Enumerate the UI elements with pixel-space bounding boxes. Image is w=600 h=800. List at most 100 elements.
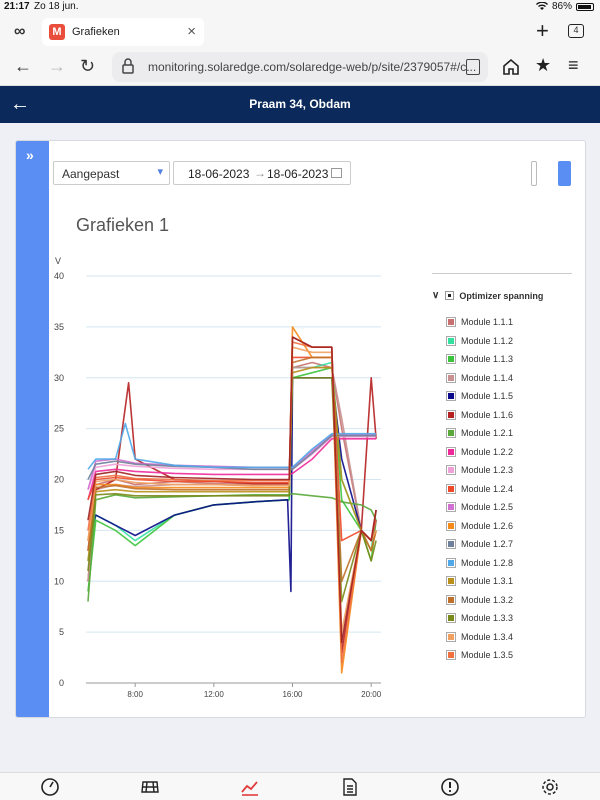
- legend-swatch: [446, 557, 456, 568]
- tab-count-button[interactable]: 4: [568, 24, 584, 38]
- date-from: 18-06-2023: [188, 167, 250, 181]
- legend-group[interactable]: ∨ Optimizer spanning: [432, 290, 543, 301]
- legend-swatch: [446, 576, 456, 587]
- legend-item[interactable]: Module 1.2.5: [446, 498, 513, 517]
- chevron-down-icon: ▾: [157, 166, 163, 178]
- menu-icon[interactable]: ≡: [568, 55, 579, 75]
- browser-tab-strip: ∞ M Grafieken × + 4: [0, 14, 600, 48]
- legend-item[interactable]: Module 1.2.2: [446, 443, 513, 462]
- legend-swatch: [446, 539, 456, 550]
- legend-item[interactable]: Module 1.1.3: [446, 350, 513, 369]
- dashboard-gauge-icon[interactable]: [40, 777, 60, 797]
- url-text: monitoring.solaredge.com/solaredge-web/p…: [148, 60, 477, 74]
- legend-item-label: Module 1.3.3: [461, 613, 514, 624]
- legend-item[interactable]: Module 1.1.1: [446, 313, 513, 332]
- chevron-down-icon[interactable]: ∨: [432, 290, 440, 301]
- legend-item[interactable]: Module 1.3.4: [446, 628, 513, 647]
- legend-swatch: [446, 594, 456, 605]
- legend-item[interactable]: Module 1.2.6: [446, 517, 513, 536]
- app-header: ← Praam 34, Obdam: [0, 86, 600, 123]
- expand-sidebar-icon[interactable]: »: [26, 147, 34, 163]
- legend-item[interactable]: Module 1.2.8: [446, 554, 513, 573]
- date-range-picker[interactable]: 18-06-2023 → 18-06-2023: [173, 161, 351, 185]
- legend-item[interactable]: Module 1.1.6: [446, 406, 513, 425]
- status-date: Zo 18 jun.: [34, 1, 79, 12]
- address-bar[interactable]: monitoring.solaredge.com/solaredge-web/p…: [112, 52, 488, 82]
- legend-item[interactable]: Module 1.1.4: [446, 369, 513, 388]
- legend-item[interactable]: Module 1.1.2: [446, 332, 513, 351]
- range-arrow: →: [254, 166, 266, 180]
- bookmark-star-icon[interactable]: ★: [535, 55, 552, 75]
- legend-item[interactable]: Module 1.3.6: [446, 665, 513, 669]
- legend-item-label: Module 1.2.7: [461, 539, 514, 550]
- sidebar: »: [16, 141, 49, 717]
- legend-swatch: [446, 502, 456, 513]
- legend-item-label: Module 1.3.4: [461, 631, 514, 642]
- report-document-icon[interactable]: [340, 777, 360, 797]
- series-line: [87, 377, 377, 593]
- back-arrow-icon[interactable]: ←: [10, 93, 30, 115]
- y-tick-label: 25: [54, 424, 64, 434]
- legend-item[interactable]: Module 1.3.3: [446, 609, 513, 628]
- legend-item[interactable]: Module 1.2.4: [446, 480, 513, 499]
- new-tab-icon[interactable]: +: [536, 18, 549, 43]
- series-line: [87, 341, 377, 664]
- legend-item[interactable]: Module 1.2.3: [446, 461, 513, 480]
- forward-icon[interactable]: →: [48, 56, 66, 76]
- legend-item-label: Module 1.1.1: [461, 317, 514, 328]
- view-toggle-on[interactable]: [558, 161, 571, 186]
- legend-item[interactable]: Module 1.3.5: [446, 646, 513, 665]
- home-icon[interactable]: [502, 58, 520, 76]
- close-tab-icon[interactable]: ×: [187, 23, 196, 40]
- site-title: Praam 34, Obdam: [249, 97, 351, 111]
- y-tick-label: 30: [54, 373, 64, 383]
- legend-item-label: Module 1.2.5: [461, 502, 514, 513]
- private-mode-icon[interactable]: ∞: [14, 23, 26, 40]
- charts-icon[interactable]: [240, 777, 260, 797]
- legend-swatch: [446, 446, 456, 457]
- x-tick-label: 16:00: [282, 690, 303, 699]
- reader-icon[interactable]: [466, 59, 480, 75]
- status-time: 21:17: [4, 1, 30, 12]
- battery-percent: 86%: [551, 1, 572, 12]
- period-select[interactable]: Aangepast ▾: [53, 161, 170, 185]
- series-line: [87, 492, 377, 602]
- legend-item-label: Module 1.2.3: [461, 465, 514, 476]
- legend-item-label: Module 1.1.5: [461, 391, 514, 402]
- legend-swatch: [446, 409, 456, 420]
- legend-item-label: Module 1.1.2: [461, 335, 514, 346]
- browser-nav-bar: ← → ↻ monitoring.solaredge.com/solaredge…: [0, 48, 600, 86]
- legend-group-checkbox[interactable]: [445, 291, 455, 300]
- legend-item-label: Module 1.1.4: [461, 372, 514, 383]
- y-tick-label: 10: [54, 576, 64, 586]
- legend-item-label: Module 1.3.5: [461, 650, 514, 661]
- settings-gear-icon[interactable]: [540, 777, 560, 797]
- y-tick-label: 5: [59, 627, 64, 637]
- legend-group-label: Optimizer spanning: [459, 290, 544, 301]
- alerts-icon[interactable]: [440, 777, 460, 797]
- wifi-icon: [535, 2, 548, 10]
- status-bar: 21:17 Zo 18 jun. 86%: [0, 0, 600, 14]
- chart-panel: » Aangepast ▾ 18-06-2023 → 18-06-2023 Gr…: [15, 140, 586, 718]
- browser-tab[interactable]: M Grafieken ×: [42, 18, 204, 46]
- date-to: 18-06-2023: [267, 167, 329, 181]
- legend-item[interactable]: Module 1.2.1: [446, 424, 513, 443]
- reload-icon[interactable]: ↻: [80, 56, 96, 76]
- legend-swatch: [446, 317, 456, 328]
- legend-item[interactable]: Module 1.2.7: [446, 535, 513, 554]
- back-icon[interactable]: ←: [14, 56, 32, 76]
- tab-title: Grafieken: [72, 26, 120, 38]
- view-toggle-off[interactable]: [531, 161, 537, 186]
- legend-item[interactable]: Module 1.3.1: [446, 572, 513, 591]
- legend-item-label: Module 1.1.3: [461, 354, 514, 365]
- solar-panel-icon[interactable]: [140, 777, 160, 797]
- legend-item[interactable]: Module 1.3.2: [446, 591, 513, 610]
- legend-swatch: [446, 372, 456, 383]
- legend-item-label: Module 1.2.6: [461, 520, 514, 531]
- legend-item[interactable]: Module 1.1.5: [446, 387, 513, 406]
- legend-swatch: [446, 391, 456, 402]
- series-line: [87, 422, 377, 470]
- legend-swatch: [446, 354, 456, 365]
- y-tick-label: 15: [54, 525, 64, 535]
- y-tick-label: 40: [54, 271, 64, 281]
